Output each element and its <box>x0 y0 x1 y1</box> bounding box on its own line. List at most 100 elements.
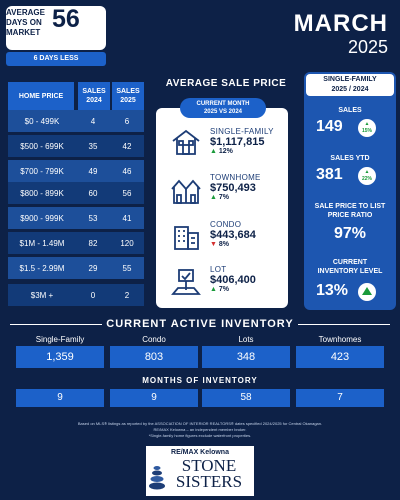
table-row: $0 - 499K 4 6 <box>8 110 144 132</box>
months-value: 58 <box>202 389 290 407</box>
single-family-panel <box>304 72 396 310</box>
sales-ytd-change-badge: ▲ 22% <box>358 167 376 185</box>
price-change: ▲ 12% <box>210 148 233 155</box>
footer-source: Based on MLS® listings as reported by th… <box>77 421 323 426</box>
sales-2025: 42 <box>122 141 132 151</box>
price-change: ▲ 7% <box>210 286 230 293</box>
price-range: $1M - 1.49M <box>19 238 65 248</box>
report-year: 2025 <box>347 37 388 57</box>
divider <box>298 324 390 325</box>
price-change: ▲ 7% <box>210 194 230 201</box>
months-of-inventory-title: MONTHS OF INVENTORY <box>142 376 258 385</box>
sales-2024: 4 <box>90 116 96 126</box>
sales-2025: 2 <box>124 290 130 300</box>
sales-2024: 35 <box>88 141 98 151</box>
townhome-icon <box>170 175 202 207</box>
active-inventory-title: CURRENT ACTIVE INVENTORY <box>106 318 294 330</box>
ratio-value: 97% <box>333 225 367 242</box>
sales-2024: 60 <box>88 188 98 198</box>
table-row: $3M + 0 2 <box>8 284 144 306</box>
footer-broker: RE/MAX Kelowna – an independent member b… <box>153 427 247 432</box>
report-month: MARCH <box>293 10 388 37</box>
avg-price-single-family: SINGLE-FAMILY $1,117,815 ▲ 12% <box>210 127 274 155</box>
months-value: 9 <box>16 389 104 407</box>
sales-ytd-value: 381 <box>316 166 343 183</box>
up-arrow-icon <box>358 283 376 301</box>
logo-wordmark: STONE SISTERS <box>175 456 243 491</box>
sales-value: 149 <box>316 118 343 135</box>
average-sale-price-title: AVERAGE SALE PRICE <box>165 78 287 89</box>
lot-sign-icon <box>170 266 202 298</box>
price-range: $0 - 499K <box>24 116 60 126</box>
price-range: $3M + <box>30 290 54 300</box>
days-on-market-value: 56 <box>52 5 80 33</box>
average-sale-price-panel <box>156 108 288 308</box>
sales-2025: 41 <box>122 213 132 223</box>
up-arrow-icon: ▲ <box>210 286 217 293</box>
days-on-market-change: 6 DAYS LESS <box>6 52 106 66</box>
days-on-market-card <box>6 6 106 50</box>
sales-2024: 53 <box>88 213 98 223</box>
avg-price: $1,117,815 <box>210 136 265 148</box>
months-value: 7 <box>296 389 384 407</box>
single-family-header: SINGLE-FAMILY 2025 / 2024 <box>306 74 394 96</box>
table-header-sales-2025: SALES 2025 <box>112 82 144 110</box>
sales-2024: 49 <box>88 166 98 176</box>
single-family-title: SINGLE-FAMILY <box>323 76 377 83</box>
table-row: $800 - 899K 60 56 <box>8 182 144 204</box>
table-header-sales-2024: SALES 2024 <box>78 82 110 110</box>
avg-price-townhome: TOWNHOME $750,493 ▲ 7% <box>210 173 261 201</box>
sales-2025: 55 <box>122 263 132 273</box>
avg-price: $443,684 <box>210 229 256 241</box>
table-row: $1.5 - 2.99M 29 55 <box>8 257 144 279</box>
logo-brand: RE/MAX Kelowna <box>171 449 229 456</box>
avg-price: $406,400 <box>210 274 256 286</box>
inventory-label: Single-Family <box>35 335 85 344</box>
inventory-value: 348 <box>202 346 290 368</box>
price-change: ▼ 8% <box>210 241 230 248</box>
inventory-value: 1,359 <box>16 346 104 368</box>
sales-2024: 82 <box>88 238 98 248</box>
inventory-label: Lots <box>238 335 254 344</box>
down-arrow-icon: ▼ <box>210 241 217 248</box>
condo-building-icon <box>170 221 202 253</box>
price-range: $1.5 - 2.99M <box>19 263 65 273</box>
price-range: $700 - 799K <box>20 166 64 176</box>
sales-2025: 46 <box>122 166 132 176</box>
property-type: TOWNHOME <box>210 173 261 182</box>
sales-2024: 0 <box>90 290 96 300</box>
sales-2025: 6 <box>124 116 130 126</box>
pill-line-1: CURRENT MONTH <box>196 101 250 107</box>
sales-ytd-label: SALES YTD <box>330 155 370 162</box>
inventory-label: Condo <box>142 335 166 344</box>
ratio-label: SALE PRICE TO LIST PRICE RATIO <box>314 203 386 219</box>
avg-price-condo: CONDO $443,684 ▼ 8% <box>210 220 256 248</box>
inventory-label: Townhomes <box>318 335 362 344</box>
table-row: $1M - 1.49M 82 120 <box>8 232 144 254</box>
inventory-level-value: 13% <box>316 282 349 299</box>
pill-line-2: 2025 VS 2024 <box>203 109 243 115</box>
house-icon <box>170 126 202 158</box>
property-type: LOT <box>210 265 227 274</box>
price-range: $800 - 899K <box>20 188 64 198</box>
sales-2024: 29 <box>88 263 98 273</box>
inventory-value: 423 <box>296 346 384 368</box>
up-arrow-icon: ▲ <box>210 194 217 201</box>
sales-2025: 120 <box>120 238 134 248</box>
up-arrow-icon: ▲ <box>210 148 217 155</box>
table-row: $900 - 999K 53 41 <box>8 207 144 229</box>
divider <box>10 324 102 325</box>
sales-change-badge: ▲ 15% <box>358 119 376 137</box>
property-type: SINGLE-FAMILY <box>210 127 274 136</box>
avg-price-lot: LOT $406,400 ▲ 7% <box>210 265 256 293</box>
inventory-value: 803 <box>110 346 198 368</box>
inventory-level-label: CURRENT INVENTORY LEVEL <box>317 259 383 275</box>
table-header-home-price: HOME PRICE <box>8 82 74 110</box>
single-family-years: 2025 / 2024 <box>331 86 369 93</box>
table-row: $700 - 799K 49 46 <box>8 160 144 182</box>
stones-icon <box>148 462 166 490</box>
price-range: $900 - 999K <box>20 213 64 223</box>
days-on-market-label: AVERAGE DAYS ON MARKET <box>6 8 45 37</box>
avg-price: $750,493 <box>210 182 256 194</box>
table-row: $500 - 699K 35 42 <box>8 135 144 157</box>
